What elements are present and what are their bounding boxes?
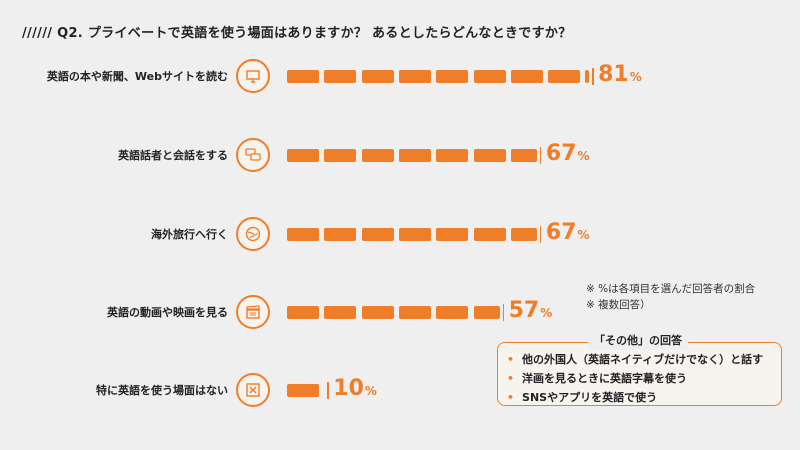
bar-segment — [436, 149, 469, 162]
category-label: 英語の動画や映画を見る — [107, 306, 228, 319]
bullet-icon: • — [507, 391, 515, 404]
data-label-unit: % — [577, 149, 590, 163]
bar-segment — [324, 228, 357, 241]
bar-segment — [398, 70, 431, 83]
bar-segment — [324, 306, 357, 319]
data-label-unit: % — [629, 70, 642, 84]
bar-segment — [287, 228, 319, 241]
bar-segment — [473, 149, 506, 162]
data-label: 67% — [546, 141, 590, 166]
other-answers-box — [497, 342, 782, 406]
bar-segment — [287, 70, 319, 83]
cross-box-icon — [236, 373, 270, 407]
bar-segment — [473, 228, 506, 241]
bullet-icon: • — [507, 372, 515, 385]
note-percentage: ※ %は各項目を選んだ回答者の割合 — [586, 283, 756, 295]
chat-bubbles-icon — [236, 138, 270, 172]
data-label-value: 67 — [545, 141, 577, 166]
other-answer-item: • 洋画を見るときに英語字幕を使う — [507, 372, 688, 385]
data-label-value: 10 — [333, 376, 364, 401]
chart-title: ////// Q2. プライベートで英語を使う場面はありますか？ あるとしたらど… — [22, 26, 572, 41]
category-label: 英語話者と会話をする — [118, 149, 228, 162]
bar-end-line — [539, 147, 542, 164]
bar-end-line — [539, 226, 542, 243]
monitor-icon — [236, 59, 270, 93]
bar-segment — [510, 70, 543, 83]
bullet-icon: • — [507, 353, 515, 366]
data-label-unit: % — [540, 306, 553, 320]
bar-segment — [324, 70, 357, 83]
bar-segment — [361, 228, 394, 241]
bar-segment — [436, 228, 469, 241]
bar-segment — [361, 306, 394, 319]
data-label-value: 67 — [545, 220, 577, 245]
clapperboard-icon — [236, 295, 270, 329]
bar-segment — [548, 70, 581, 83]
data-label-value: 81 — [598, 62, 629, 87]
bar-segment — [287, 149, 319, 162]
data-label: 67% — [546, 220, 590, 245]
other-answer-item: • 他の外国人（英語ネイティブだけでなく）と話す — [507, 353, 764, 366]
bar-segment — [510, 149, 537, 162]
data-label-unit: % — [364, 384, 377, 398]
bar-end-line — [502, 304, 505, 321]
data-label: 81% — [598, 62, 642, 87]
category-label: 特に英語を使う場面はない — [96, 384, 228, 397]
data-label-unit: % — [577, 228, 590, 242]
bar-segment — [473, 70, 506, 83]
bar-segment — [287, 384, 319, 397]
bar-segment — [398, 149, 431, 162]
other-answer-item: • SNSやアプリを英語で使う — [507, 391, 658, 404]
data-label: 57% — [509, 298, 553, 323]
category-label: 英語の本や新聞、Webサイトを読む — [46, 70, 228, 83]
data-label: 10% — [333, 376, 377, 401]
category-label: 海外旅行へ行く — [151, 228, 228, 241]
data-label-value: 57 — [508, 298, 540, 323]
globe-icon — [236, 217, 270, 251]
bar-segment — [398, 306, 431, 319]
bar-segment — [324, 149, 357, 162]
bar-segment — [436, 306, 469, 319]
bar-segment — [361, 70, 394, 83]
note-multiple-answers: ※ 複数回答） — [586, 299, 651, 311]
bar-end-line — [592, 68, 594, 85]
bar-segment — [287, 306, 319, 319]
bar-segment — [361, 149, 394, 162]
bar-segment — [398, 228, 431, 241]
bar-segment — [585, 70, 590, 83]
bar-segment — [473, 306, 500, 319]
bar-segment — [510, 228, 537, 241]
bar-segment — [436, 70, 469, 83]
bar-end-line — [327, 382, 329, 399]
other-answers-title: 「その他」の回答 — [588, 330, 688, 350]
